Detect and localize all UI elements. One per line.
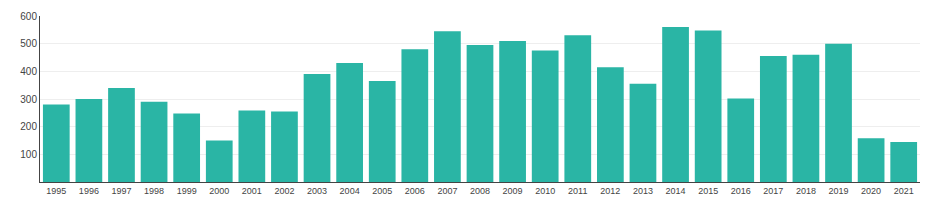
svg-text:2014: 2014 — [666, 186, 686, 196]
svg-text:1995: 1995 — [46, 186, 66, 196]
svg-text:2008: 2008 — [470, 186, 490, 196]
svg-text:200: 200 — [20, 121, 37, 132]
svg-text:600: 600 — [20, 11, 37, 22]
svg-text:100: 100 — [20, 149, 37, 160]
svg-text:2016: 2016 — [731, 186, 751, 196]
svg-text:2005: 2005 — [372, 186, 392, 196]
svg-text:1998: 1998 — [144, 186, 164, 196]
svg-text:2021: 2021 — [894, 186, 914, 196]
svg-text:2019: 2019 — [829, 186, 849, 196]
svg-text:2001: 2001 — [242, 186, 262, 196]
svg-text:2017: 2017 — [763, 186, 783, 196]
svg-text:2011: 2011 — [568, 186, 587, 196]
svg-text:2007: 2007 — [437, 186, 457, 196]
svg-text:2000: 2000 — [209, 186, 229, 196]
svg-text:2006: 2006 — [405, 186, 425, 196]
svg-text:300: 300 — [20, 94, 37, 105]
svg-text:2015: 2015 — [698, 186, 718, 196]
svg-text:2018: 2018 — [796, 186, 816, 196]
svg-text:1999: 1999 — [177, 186, 197, 196]
svg-text:2004: 2004 — [340, 186, 360, 196]
svg-text:2012: 2012 — [600, 186, 620, 196]
svg-text:1996: 1996 — [79, 186, 99, 196]
svg-text:2003: 2003 — [307, 186, 327, 196]
svg-text:2002: 2002 — [274, 186, 294, 196]
svg-text:2010: 2010 — [535, 186, 555, 196]
svg-text:2020: 2020 — [861, 186, 881, 196]
svg-text:1997: 1997 — [111, 186, 131, 196]
svg-text:2013: 2013 — [633, 186, 653, 196]
svg-text:2009: 2009 — [503, 186, 523, 196]
svg-text:400: 400 — [20, 66, 37, 77]
svg-text:500: 500 — [20, 38, 37, 49]
